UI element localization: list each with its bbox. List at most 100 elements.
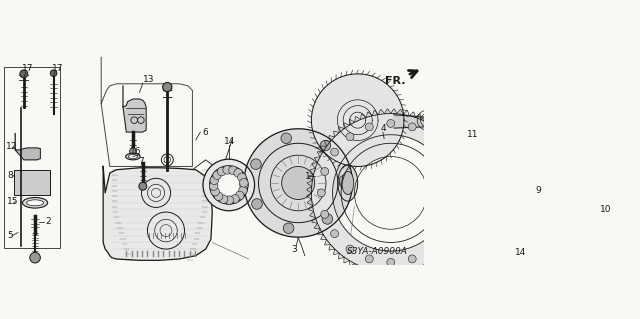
- Polygon shape: [15, 133, 40, 160]
- Text: 2: 2: [45, 218, 51, 226]
- Circle shape: [130, 148, 136, 154]
- Circle shape: [218, 167, 226, 176]
- Circle shape: [365, 255, 373, 263]
- Bar: [14, 170, 51, 195]
- Circle shape: [321, 210, 329, 218]
- Circle shape: [515, 189, 525, 200]
- Text: FR.: FR.: [385, 76, 405, 86]
- Text: 16: 16: [130, 147, 141, 156]
- Circle shape: [387, 258, 395, 266]
- Circle shape: [453, 210, 461, 218]
- Circle shape: [240, 181, 248, 189]
- Ellipse shape: [479, 204, 527, 252]
- Ellipse shape: [454, 140, 474, 160]
- Ellipse shape: [216, 172, 241, 197]
- Circle shape: [163, 83, 172, 92]
- Ellipse shape: [338, 165, 358, 201]
- Polygon shape: [312, 74, 404, 167]
- Circle shape: [228, 166, 237, 174]
- Circle shape: [317, 189, 325, 197]
- Circle shape: [428, 133, 436, 141]
- Ellipse shape: [128, 154, 138, 159]
- Text: 7: 7: [138, 157, 144, 166]
- Ellipse shape: [22, 197, 47, 208]
- Ellipse shape: [492, 216, 515, 240]
- Circle shape: [321, 167, 329, 175]
- Circle shape: [213, 171, 221, 180]
- Circle shape: [428, 245, 436, 253]
- Text: 14: 14: [515, 248, 527, 257]
- Circle shape: [214, 192, 223, 201]
- Ellipse shape: [26, 200, 44, 206]
- Circle shape: [230, 195, 239, 203]
- Polygon shape: [101, 57, 193, 167]
- Text: 14: 14: [224, 137, 236, 146]
- Circle shape: [234, 169, 243, 177]
- Circle shape: [20, 70, 28, 78]
- Circle shape: [456, 189, 464, 197]
- Circle shape: [320, 140, 331, 151]
- Circle shape: [346, 245, 354, 253]
- Circle shape: [281, 133, 291, 144]
- Polygon shape: [123, 86, 146, 132]
- Ellipse shape: [485, 210, 521, 246]
- Polygon shape: [103, 167, 212, 260]
- Circle shape: [408, 255, 416, 263]
- Circle shape: [365, 123, 373, 131]
- Ellipse shape: [458, 145, 468, 155]
- Polygon shape: [394, 114, 444, 128]
- Text: S3YA-A0900A: S3YA-A0900A: [347, 247, 408, 256]
- Text: 1: 1: [305, 172, 310, 181]
- Circle shape: [237, 173, 246, 182]
- Circle shape: [331, 230, 339, 238]
- Text: 3: 3: [292, 245, 298, 254]
- Ellipse shape: [497, 221, 510, 234]
- Ellipse shape: [203, 159, 255, 211]
- Circle shape: [139, 182, 147, 190]
- Circle shape: [236, 191, 244, 200]
- Text: 15: 15: [7, 197, 19, 206]
- Text: 10: 10: [600, 205, 612, 214]
- Text: 12: 12: [6, 142, 17, 151]
- Text: 8: 8: [7, 171, 13, 180]
- Text: 17: 17: [52, 64, 63, 73]
- Polygon shape: [244, 129, 353, 237]
- Circle shape: [251, 159, 261, 169]
- Circle shape: [443, 148, 451, 156]
- Circle shape: [387, 120, 395, 127]
- Circle shape: [210, 176, 219, 185]
- Polygon shape: [312, 114, 470, 272]
- Text: 5: 5: [7, 231, 13, 240]
- Circle shape: [239, 179, 248, 187]
- Circle shape: [346, 133, 354, 141]
- Circle shape: [220, 195, 228, 204]
- Ellipse shape: [125, 153, 140, 160]
- Circle shape: [30, 252, 40, 263]
- Text: 9: 9: [535, 186, 541, 195]
- Circle shape: [284, 223, 294, 234]
- Text: 11: 11: [467, 130, 478, 139]
- Text: 17: 17: [22, 64, 33, 73]
- Text: 4: 4: [381, 123, 387, 133]
- Text: 6: 6: [202, 128, 208, 137]
- Circle shape: [453, 167, 461, 175]
- Circle shape: [339, 175, 349, 186]
- Circle shape: [51, 70, 57, 77]
- Circle shape: [408, 123, 416, 131]
- Circle shape: [239, 186, 247, 195]
- Circle shape: [223, 166, 232, 174]
- Circle shape: [209, 182, 218, 190]
- Circle shape: [339, 178, 350, 188]
- Ellipse shape: [449, 135, 478, 165]
- Circle shape: [443, 230, 451, 238]
- FancyBboxPatch shape: [4, 67, 60, 248]
- Circle shape: [331, 148, 339, 156]
- Circle shape: [322, 214, 333, 224]
- Circle shape: [211, 187, 220, 196]
- Circle shape: [282, 167, 315, 199]
- Ellipse shape: [342, 171, 354, 195]
- Ellipse shape: [210, 166, 248, 204]
- Circle shape: [252, 199, 262, 209]
- Text: 13: 13: [143, 75, 154, 84]
- Circle shape: [225, 196, 234, 204]
